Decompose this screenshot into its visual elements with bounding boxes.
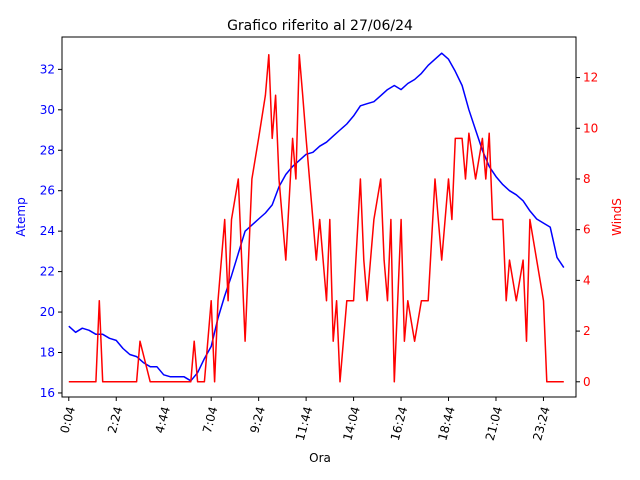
y-right-tick-label: 12 [583, 71, 598, 85]
y-right-tick-label: 4 [583, 273, 591, 287]
y-left-tick-label: 24 [40, 224, 55, 238]
y-right-tick-label: 6 [583, 223, 591, 237]
y-left-tick-label: 20 [40, 305, 55, 319]
x-axis-label: Ora [309, 451, 331, 465]
y-left-tick-label: 28 [40, 143, 55, 157]
x-tick-label: 7:04 [200, 405, 220, 435]
x-tick-label: 4:44 [152, 405, 172, 435]
y-left-tick-label: 22 [40, 265, 55, 279]
x-tick-label: 16:24 [388, 405, 410, 442]
plot-series [68, 52, 565, 383]
y-axis-left-label: Atemp [14, 197, 28, 236]
x-tick-label: 9:24 [247, 405, 267, 435]
y-axis-right: 0 2 4 6 8 10 12 [576, 71, 598, 389]
x-tick-label: 18:44 [435, 405, 457, 442]
chart-title: Grafico riferito al 27/06/24 [227, 18, 413, 34]
y-left-tick-label: 18 [40, 346, 55, 360]
y-left-tick-label: 16 [40, 386, 55, 400]
x-tick-label: 21:04 [483, 405, 505, 442]
x-tick-label: 23:24 [530, 405, 552, 442]
y-left-tick-label: 30 [40, 103, 55, 117]
x-tick-label: 14:04 [340, 405, 362, 442]
x-tick-label: 0:04 [58, 405, 78, 435]
y-axis-right-label: WindS [610, 198, 624, 236]
x-tick-label: 11:44 [293, 405, 315, 442]
y-left-tick-label: 32 [40, 62, 55, 76]
y-right-tick-label: 2 [583, 324, 591, 338]
x-tick-label: 2:24 [105, 405, 125, 435]
y-right-tick-label: 8 [583, 172, 591, 186]
y-right-tick-label: 0 [583, 375, 591, 389]
x-axis: 0:04 2:24 4:44 7:04 9:24 11:44 14:04 16:24 18:44… [58, 397, 553, 442]
series-line-atemp [68, 52, 565, 382]
y-axis-left: 16 18 20 22 24 26 28 30 32 [40, 62, 62, 400]
plot-frame [61, 36, 577, 398]
y-right-tick-label: 10 [583, 121, 598, 135]
series-line-winds [68, 53, 564, 383]
y-left-tick-label: 26 [40, 184, 55, 198]
